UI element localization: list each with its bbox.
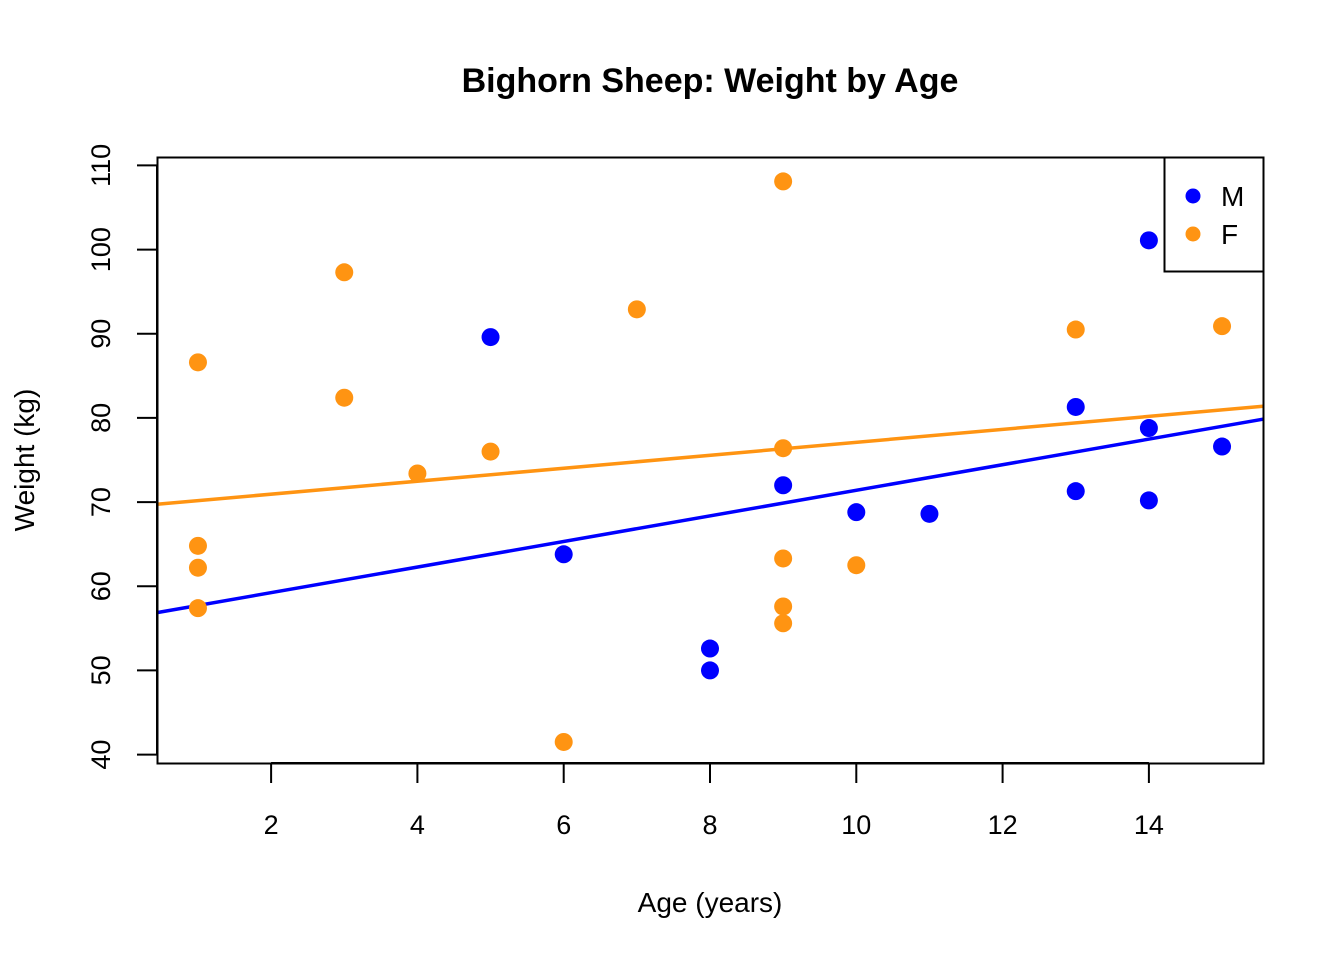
y-axis: 40 50 60 70 80 90 100 110 <box>86 144 158 770</box>
legend-marker-m <box>1185 188 1201 204</box>
y-tick-label: 70 <box>86 487 116 517</box>
x-tick-label: 4 <box>410 810 425 840</box>
x-axis: 2 4 6 8 10 12 14 <box>264 762 1164 840</box>
x-tick-label: 2 <box>264 810 279 840</box>
data-point-f <box>188 353 207 372</box>
data-point-f <box>335 388 354 407</box>
fit-line-m <box>156 417 1264 615</box>
y-tick-label: 40 <box>86 740 116 770</box>
data-point-m <box>701 639 719 658</box>
data-point-f <box>408 464 427 483</box>
data-point-f <box>554 732 573 751</box>
legend-box <box>1163 156 1265 273</box>
data-point-m <box>701 661 719 680</box>
data-point-m <box>554 545 573 564</box>
data-point-m <box>774 476 793 495</box>
data-point-m <box>1139 419 1158 438</box>
x-tick-label: 12 <box>988 810 1018 840</box>
y-tick-label: 50 <box>86 655 116 685</box>
chart-title: Bighorn Sheep: Weight by Age <box>462 62 959 100</box>
fit-lines <box>156 404 1264 615</box>
y-tick-label: 60 <box>86 571 116 601</box>
y-tick-label: 80 <box>86 403 116 433</box>
data-point-m <box>847 503 866 522</box>
data-point-f <box>847 556 866 575</box>
data-point-m <box>1139 231 1158 250</box>
data-point-m <box>1139 491 1158 510</box>
y-axis-title: Weight (kg) <box>9 389 40 532</box>
data-points <box>188 172 1232 751</box>
data-point-f <box>1213 317 1232 336</box>
x-tick-label: 6 <box>556 810 571 840</box>
data-point-f <box>1066 320 1085 339</box>
data-point-m <box>920 504 939 523</box>
x-tick-label: 10 <box>841 810 871 840</box>
data-point-f <box>188 599 207 618</box>
legend-marker-f <box>1185 226 1201 242</box>
data-point-m <box>1066 482 1085 501</box>
x-axis-title: Age (years) <box>638 887 783 918</box>
data-point-f <box>188 558 207 577</box>
data-point-m <box>1213 437 1232 456</box>
y-tick-label: 110 <box>86 144 116 187</box>
legend-label-m: M <box>1221 181 1244 212</box>
data-point-f <box>774 172 793 191</box>
legend: MF <box>1163 156 1265 273</box>
fit-line-f <box>156 404 1264 507</box>
y-tick-label: 90 <box>86 319 116 349</box>
data-point-f <box>481 442 500 461</box>
x-tick-label: 14 <box>1134 810 1164 840</box>
x-tick-label: 8 <box>702 810 717 840</box>
data-point-f <box>774 439 793 458</box>
data-point-f <box>188 536 207 555</box>
legend-label-f: F <box>1221 219 1238 250</box>
data-point-m <box>1066 397 1085 416</box>
data-point-f <box>774 614 793 633</box>
data-point-m <box>481 328 500 347</box>
data-point-f <box>627 300 646 319</box>
data-point-f <box>335 263 354 282</box>
y-tick-label: 100 <box>86 227 116 272</box>
data-point-f <box>774 549 793 568</box>
data-point-f <box>774 597 793 616</box>
